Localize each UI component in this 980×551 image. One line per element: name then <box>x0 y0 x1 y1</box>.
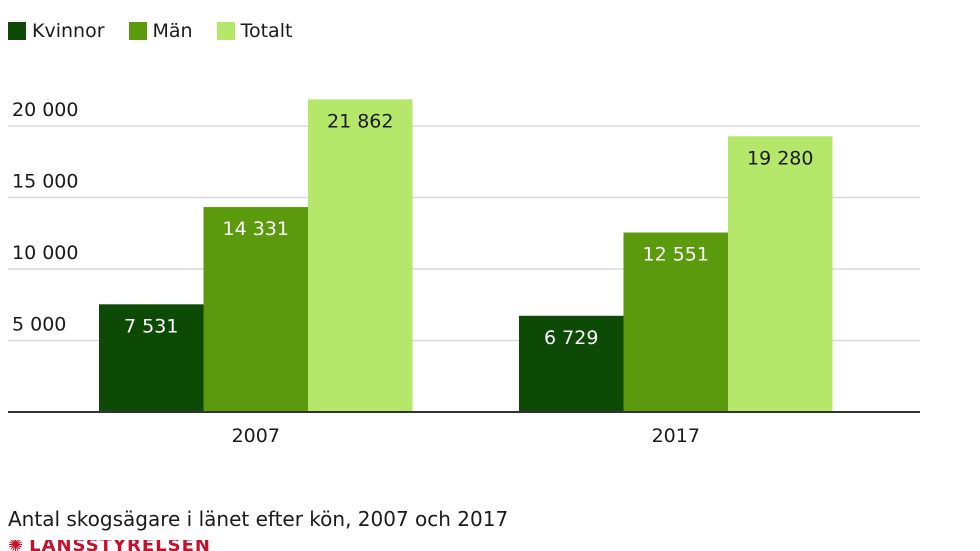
legend-swatch <box>128 22 147 40</box>
logo-text: LÄNSSTYRELSEN <box>29 540 211 551</box>
data-label: 14 331 <box>223 218 289 240</box>
legend-label: Totalt <box>240 20 293 42</box>
legend-label: Kvinnor <box>32 20 105 42</box>
legend-item: Män <box>128 20 193 42</box>
data-label: 19 280 <box>747 147 813 169</box>
data-label: 21 862 <box>327 110 393 132</box>
data-label: 7 531 <box>124 315 178 337</box>
bar <box>203 207 308 412</box>
bar <box>99 304 204 412</box>
chart-caption: Antal skogsägare i länet efter kön, 2007… <box>8 507 509 531</box>
sun-logo-icon: ✺ <box>8 540 24 551</box>
legend-item: Kvinnor <box>8 20 105 42</box>
legend-swatch <box>8 22 26 40</box>
y-tick-label: 20 000 <box>12 99 78 121</box>
data-label: 6 729 <box>544 327 598 349</box>
bar <box>728 136 833 412</box>
data-label: 12 551 <box>643 244 709 266</box>
bar <box>308 99 413 412</box>
x-tick-label: 2007 <box>232 425 280 447</box>
x-tick-label: 2017 <box>652 425 700 447</box>
y-tick-label: 10 000 <box>12 242 78 264</box>
bar <box>623 232 728 412</box>
legend-label: Män <box>152 20 193 42</box>
logo: ✺ LÄNSSTYRELSEN <box>8 540 211 551</box>
y-tick-label: 15 000 <box>12 171 78 193</box>
chart-legend: Kvinnor Män Totalt <box>8 20 316 42</box>
legend-item: Totalt <box>216 20 293 42</box>
y-tick-label: 5 000 <box>12 314 66 336</box>
bar-chart: 5 000 10 000 15 000 20 000 7 531 14 331 21 862… <box>8 99 920 447</box>
bar <box>519 315 624 412</box>
legend-swatch <box>216 22 235 40</box>
